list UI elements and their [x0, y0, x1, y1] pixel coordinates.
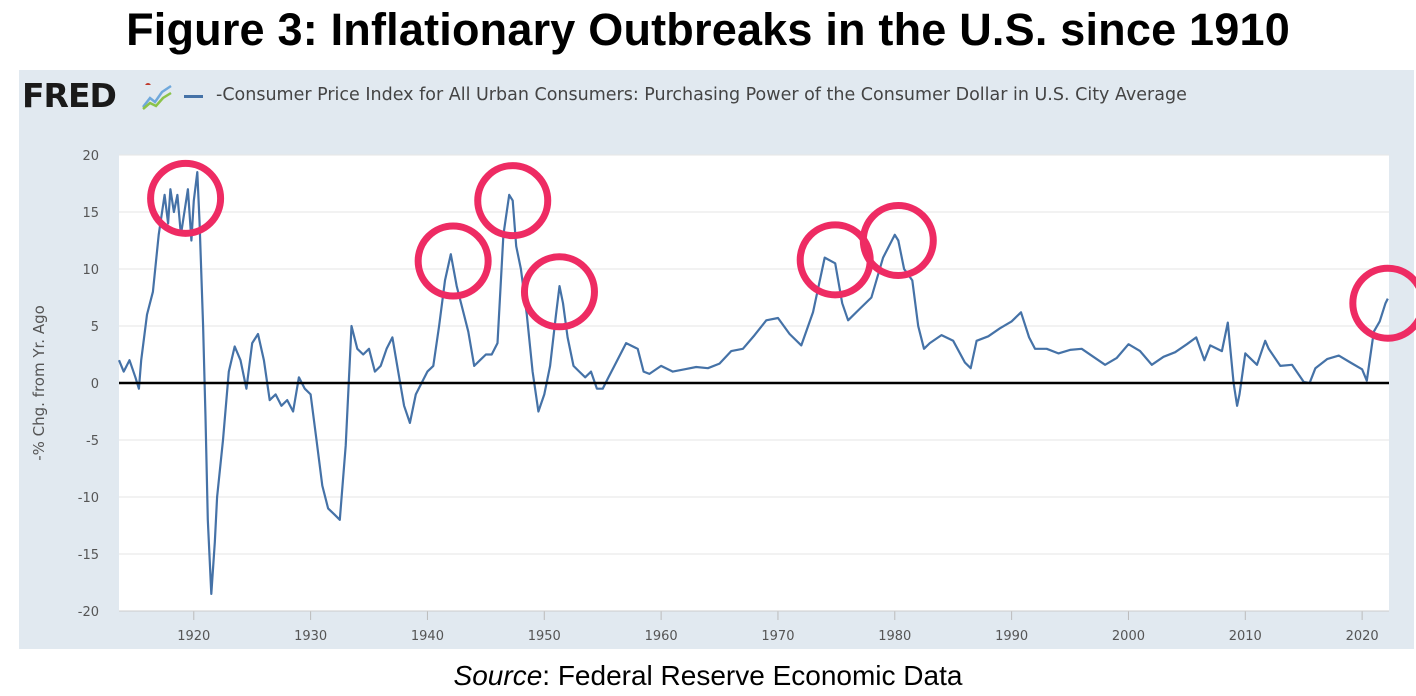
y-tick-label: 10: [82, 263, 99, 278]
legend-label: -Consumer Price Index for All Urban Cons…: [216, 85, 1187, 105]
peak-highlight-circle: [414, 222, 492, 300]
x-tick-label: 1980: [878, 629, 911, 644]
x-tick-label: 2010: [1229, 629, 1262, 644]
x-tick-label: 2000: [1112, 629, 1145, 644]
y-tick-label: 20: [82, 149, 99, 164]
x-tick-label: 1940: [411, 629, 444, 644]
y-tick-label: -10: [78, 491, 99, 506]
fred-logo[interactable]: FRED: [22, 76, 173, 116]
y-tick-label: -20: [78, 605, 99, 620]
y-axis-title: -% Chg. from Yr. Ago: [30, 305, 48, 461]
peak-highlight-circle: [520, 253, 598, 331]
peak-highlight-circle: [1349, 264, 1416, 342]
chart: 20 15 10 5 0 -5 -10 -15 -20 1920 1930 1940 1950 1960 1…: [30, 149, 1416, 644]
figure-title: Figure 3: Inflationary Outbreaks in the …: [126, 4, 1290, 55]
x-tick-label: 1990: [995, 629, 1028, 644]
x-tick-label: 2020: [1346, 629, 1379, 644]
chart-legend: -Consumer Price Index for All Urban Cons…: [184, 83, 1200, 107]
peak-highlight-circle: [474, 162, 552, 240]
peak-highlight-circle: [859, 202, 937, 279]
y-tick-label: -15: [78, 548, 99, 563]
x-tick-label: 1930: [294, 629, 327, 644]
fred-graph-icon: [141, 84, 173, 111]
y-tick-label: -5: [86, 434, 99, 449]
legend-swatch: [184, 95, 203, 98]
peak-highlight-circle: [147, 159, 225, 237]
series-line: [117, 171, 1389, 596]
x-tick-label: 1970: [761, 629, 794, 644]
y-tick-label: 5: [91, 320, 99, 335]
y-tick-label: 15: [82, 206, 99, 221]
x-tick-label: 1920: [177, 629, 210, 644]
x-tick-label: 1950: [528, 629, 561, 644]
source-text: : Federal Reserve Economic Data: [542, 660, 963, 691]
source-label: Source: [453, 660, 543, 691]
source-note: Source: Federal Reserve Economic Data: [0, 660, 1416, 692]
y-tick-label: 0: [91, 377, 99, 392]
fred-logo-text: FRED: [22, 76, 117, 115]
x-tick-label: 1960: [645, 629, 678, 644]
